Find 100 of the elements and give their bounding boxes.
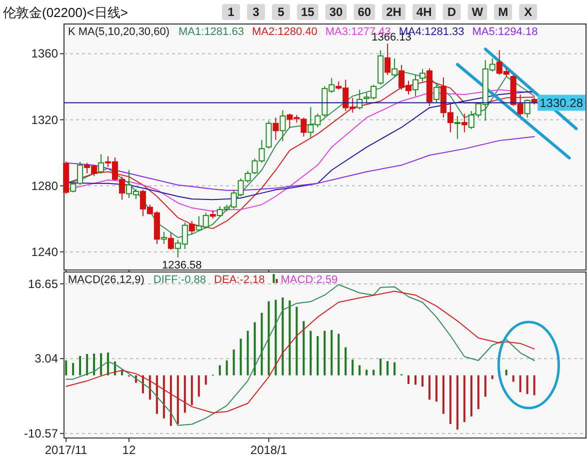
bar xyxy=(344,347,347,376)
bar xyxy=(72,362,74,376)
bar xyxy=(386,361,389,376)
legend-title: K MA(5,10,20,30,60) xyxy=(68,26,170,38)
bar xyxy=(421,375,424,387)
bar xyxy=(463,375,466,422)
candlestick xyxy=(280,110,286,142)
bar xyxy=(170,375,172,426)
bar xyxy=(218,365,221,376)
candlestick xyxy=(384,43,391,76)
bar xyxy=(246,330,249,376)
x-tick-label: 12 xyxy=(122,443,136,457)
bar xyxy=(449,375,452,424)
bar xyxy=(190,375,193,406)
bar xyxy=(470,375,472,417)
bar xyxy=(442,375,444,414)
ref-line-label: 1330.28 xyxy=(540,96,584,110)
bar xyxy=(533,375,536,396)
candlestick xyxy=(433,84,440,104)
y-tick-label: 16.65 xyxy=(28,276,58,291)
bar xyxy=(260,312,263,376)
bar xyxy=(268,301,270,376)
candlestick xyxy=(168,232,174,250)
y-tick-label: 1320 xyxy=(31,112,58,127)
bar xyxy=(232,350,235,376)
bar xyxy=(310,330,312,376)
candlestick xyxy=(272,117,279,140)
bar xyxy=(330,330,333,376)
bar xyxy=(505,370,508,376)
bar xyxy=(79,356,82,376)
bar xyxy=(282,298,284,376)
bar xyxy=(176,375,179,424)
y-tick-label: 3.04 xyxy=(34,352,58,366)
bar xyxy=(414,375,416,385)
bar xyxy=(358,365,361,376)
bar xyxy=(86,354,88,376)
candlestick xyxy=(188,220,195,235)
bar xyxy=(184,375,186,413)
bar xyxy=(226,360,228,376)
bar xyxy=(316,336,319,376)
text: MA1:1281.63 xyxy=(178,26,244,38)
y-tick-label: 1240 xyxy=(31,244,58,259)
bar xyxy=(477,375,480,410)
y-tick-label: 1360 xyxy=(31,46,58,61)
text: W xyxy=(472,5,484,19)
text: 1 xyxy=(228,5,235,19)
x-tick-label: 2017/11 xyxy=(44,443,88,457)
bar xyxy=(428,375,430,400)
candlestick xyxy=(454,115,460,140)
bar xyxy=(484,375,486,397)
bar xyxy=(324,330,326,376)
bar xyxy=(302,321,305,376)
bar xyxy=(240,338,242,376)
text: DEA:-2.18 xyxy=(214,274,265,286)
candlestick xyxy=(412,74,419,97)
bar xyxy=(519,375,522,392)
text: MA5:1294.18 xyxy=(472,26,538,38)
candlestick xyxy=(300,117,307,138)
candlestick xyxy=(419,68,426,82)
candlestick xyxy=(392,58,398,77)
bar xyxy=(100,353,102,376)
bar xyxy=(338,334,340,376)
text: MA2:1280.40 xyxy=(252,26,318,38)
bar xyxy=(65,360,68,376)
bar xyxy=(366,370,368,376)
text: M xyxy=(498,5,508,19)
bar xyxy=(456,375,458,430)
text: 4H xyxy=(416,5,432,19)
candlestick xyxy=(461,113,468,133)
legend-title: MACD(26,12,9) xyxy=(68,274,144,286)
bar xyxy=(512,375,514,382)
y-tick-label: -10.57 xyxy=(24,426,58,440)
candlestick xyxy=(266,120,272,150)
bar xyxy=(288,300,291,376)
y-tick-label: 1280 xyxy=(31,178,58,193)
text: 2H xyxy=(386,5,402,19)
bar xyxy=(156,375,158,414)
candlestick xyxy=(524,98,530,118)
bar xyxy=(296,306,298,376)
chart-title: 伦敦金(02200)<日线> xyxy=(3,5,128,20)
x-tick-label: 2018/1 xyxy=(250,443,288,457)
bar xyxy=(380,358,382,376)
bar xyxy=(394,362,396,376)
text: 3 xyxy=(252,5,260,19)
bar xyxy=(408,375,410,384)
text: 5 xyxy=(278,5,285,19)
bar xyxy=(204,375,207,385)
annotation: 1236.58 xyxy=(162,259,202,272)
bar xyxy=(254,322,256,376)
bar xyxy=(93,354,96,376)
bar xyxy=(162,375,165,418)
bar xyxy=(372,370,375,376)
candlestick xyxy=(98,154,104,174)
candlestick xyxy=(160,231,167,245)
bar xyxy=(274,300,277,376)
text: D xyxy=(447,5,456,19)
text: 60 xyxy=(358,5,372,19)
text: 15 xyxy=(301,5,315,19)
bar xyxy=(198,375,200,397)
bar xyxy=(526,375,528,394)
